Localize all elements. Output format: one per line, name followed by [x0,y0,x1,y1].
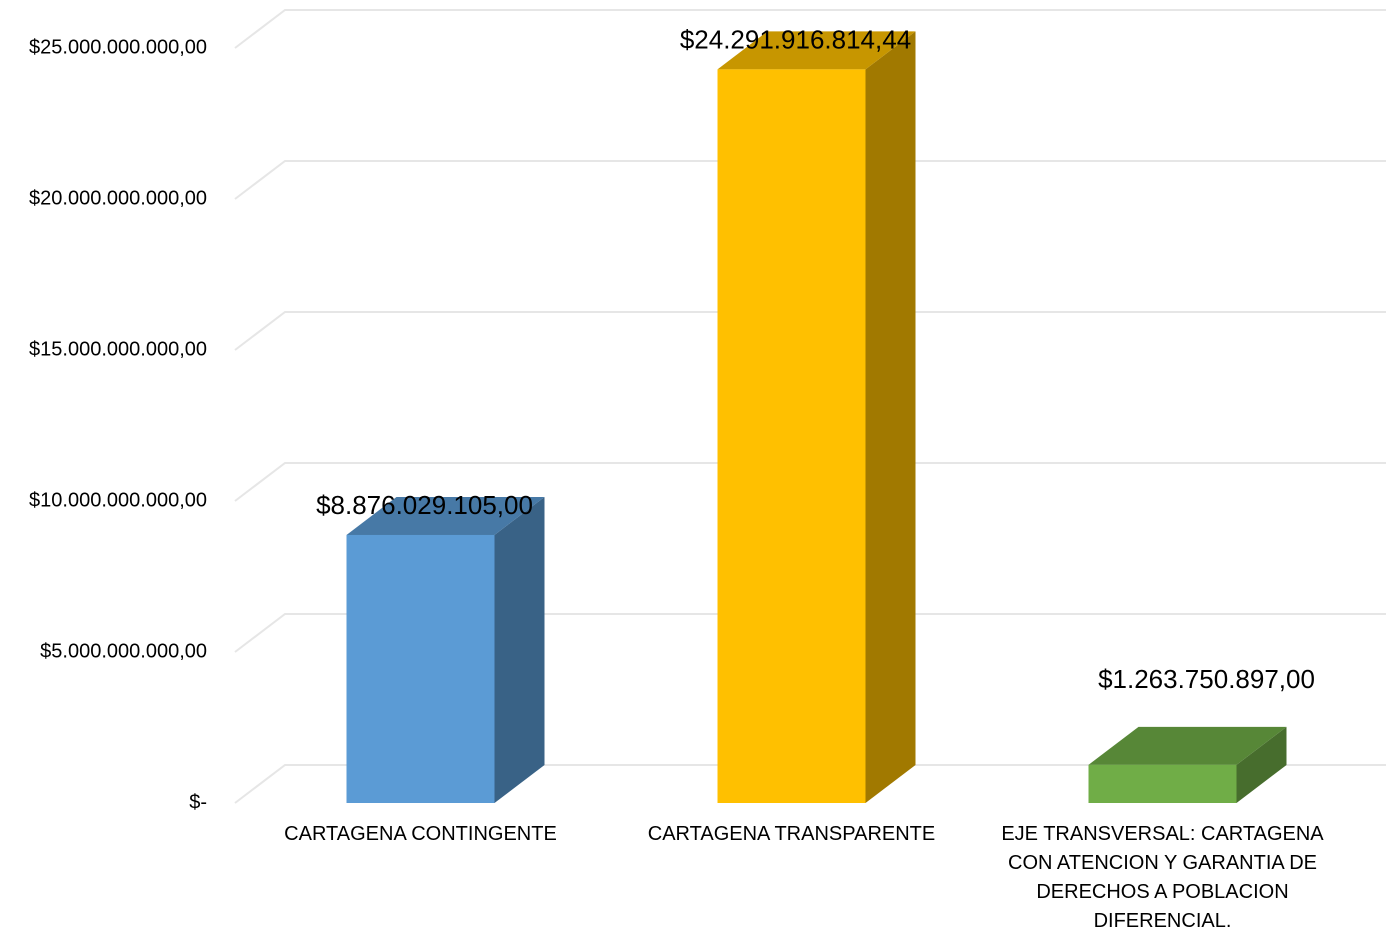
bar [1088,764,1237,803]
grid-line [234,462,1386,502]
grid-line [234,160,1386,200]
y-tick-label: $20.000.000.000,00 [29,187,207,209]
y-tick-label: $15.000.000.000,00 [29,338,207,360]
y-tick-label: $25.000.000.000,00 [29,36,207,58]
y-tick-label: $5.000.000.000,00 [40,640,207,662]
value-label: $8.876.029.105,00 [316,490,533,520]
value-label: $24.291.916.814,44 [680,24,911,54]
x-tick-label: CARTAGENA CONTINGENTE [284,823,557,845]
bar [717,69,866,804]
bar-side [865,31,916,804]
y-tick-label: $- [189,791,207,813]
bar-side [494,496,545,803]
bar [346,534,495,803]
value-label: $1.263.750.897,00 [1098,664,1315,694]
bar-top [717,31,916,70]
grid-line [234,764,1386,804]
grid-line [234,9,1386,49]
bar-side [1236,726,1287,803]
bar-top [1088,726,1287,765]
bar-top [346,496,545,535]
grid-line [234,311,1386,351]
grid-line [234,613,1386,653]
x-tick-label: EJE TRANSVERSAL: CARTAGENA CON ATENCION … [1001,823,1324,932]
y-tick-label: $10.000.000.000,00 [29,489,207,511]
x-tick-label: CARTAGENA TRANSPARENTE [647,823,936,845]
